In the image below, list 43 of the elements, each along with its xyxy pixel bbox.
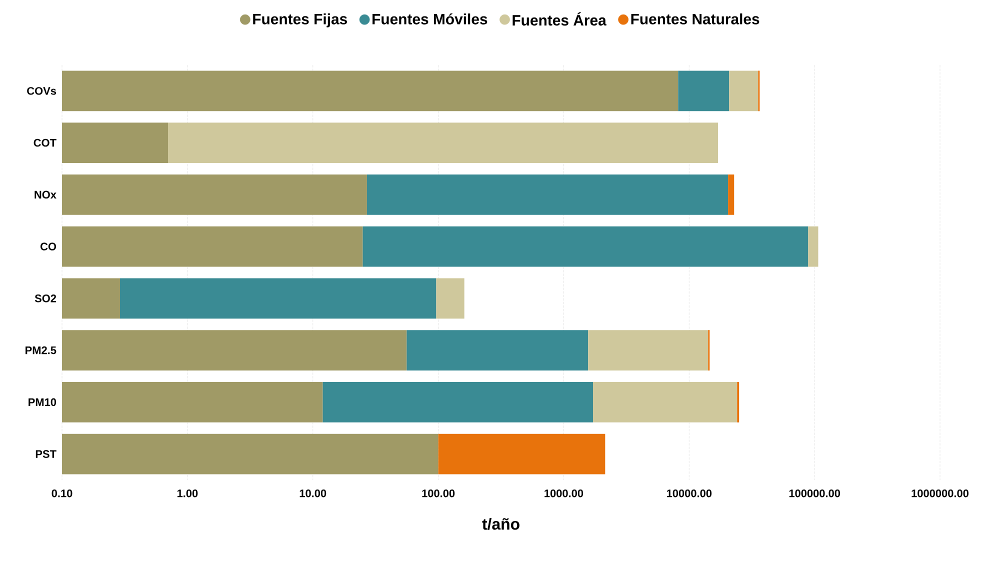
- bar: [62, 122, 168, 164]
- x-tick-label: 0.10: [52, 490, 72, 498]
- bar: [729, 70, 758, 112]
- y-tick-label: PM10: [28, 398, 56, 406]
- bar: [362, 226, 808, 267]
- y-tick-label: PST: [36, 450, 56, 458]
- bar: [728, 174, 734, 215]
- x-tick-label: 1000000.00: [912, 490, 968, 498]
- bar: [406, 330, 588, 371]
- y-tick-label: SO2: [34, 294, 56, 302]
- bar: [62, 278, 120, 319]
- x-tick-label: 1.00: [177, 490, 198, 498]
- y-tick-label: NOx: [34, 190, 56, 199]
- x-tick-label: 10000.00: [666, 490, 712, 498]
- bar: [168, 122, 718, 164]
- x-axis-title: t/año: [482, 518, 520, 530]
- bar: [62, 382, 323, 422]
- x-tick-label: 100.00: [422, 490, 455, 498]
- legend-label: Fuentes Móviles: [372, 13, 488, 24]
- bar: [678, 70, 730, 112]
- legend-label: Fuentes Área: [512, 12, 606, 26]
- x-tick-label: 100000.00: [789, 490, 840, 498]
- bar: [593, 382, 738, 422]
- bar: [366, 174, 728, 215]
- x-tick-label: 10.00: [300, 490, 326, 498]
- bar: [588, 330, 708, 371]
- y-tick-label: COT: [34, 138, 56, 147]
- bar: [62, 226, 363, 267]
- bar: [120, 278, 436, 319]
- legend-label: Fuentes Naturales: [631, 13, 760, 24]
- bar: [62, 330, 407, 371]
- bar: [62, 434, 438, 474]
- bar: [436, 278, 464, 319]
- legend-label: Fuentes Fijas: [253, 13, 347, 28]
- bar: [438, 434, 606, 474]
- bar: [322, 382, 594, 422]
- y-tick-label: COVs: [27, 87, 56, 95]
- y-tick-label: PM2.5: [26, 346, 56, 354]
- bar: [62, 70, 678, 112]
- bar: [808, 226, 818, 267]
- x-tick-label: 1000.00: [544, 490, 584, 498]
- bar: [62, 174, 367, 215]
- y-tick-label: CO: [40, 242, 56, 250]
